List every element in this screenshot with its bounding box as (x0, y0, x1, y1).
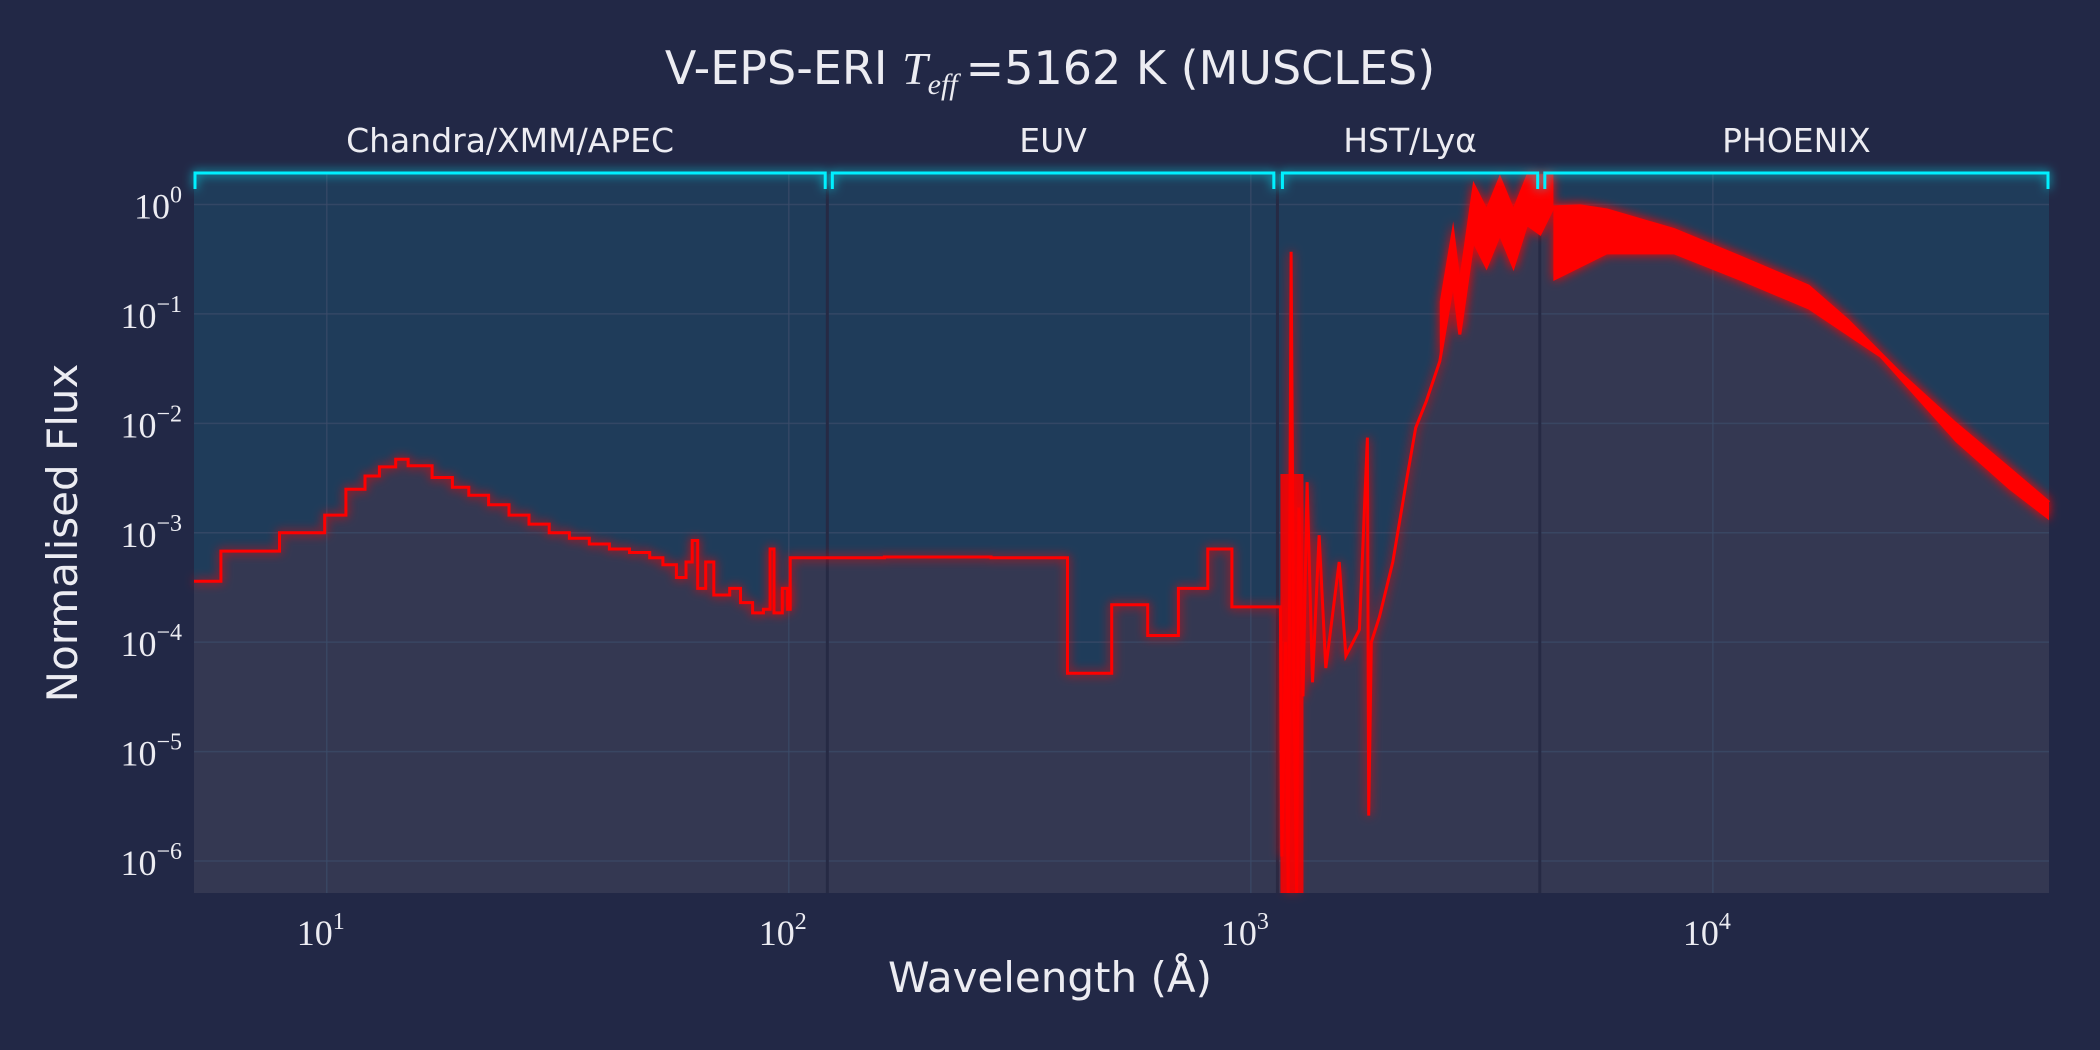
x-tick-label: 103 (1221, 909, 1269, 953)
band-bracket (830, 171, 1276, 189)
band-bracket (1280, 171, 1540, 189)
x-tick-label: 101 (297, 909, 345, 953)
y-tick-label: 10−5 (120, 730, 182, 774)
x-axis-ticks: 101 102 103 104 (297, 909, 1731, 953)
y-tick-label: 100 (134, 183, 182, 227)
band-label: HST/Lyα (1343, 121, 1477, 160)
y-tick-label: 10−1 (120, 292, 182, 336)
plot-area (194, 174, 2050, 894)
band-label: Chandra/XMM/APEC (346, 121, 674, 160)
band-label: PHOENIX (1722, 121, 1871, 160)
x-tick-label: 104 (1683, 909, 1731, 953)
y-axis-ticks: 100 10−1 10−2 10−3 10−4 10−5 10−6 (120, 183, 182, 884)
band-brackets: Chandra/XMM/APEC EUV HST/Lyα PHOENIX (193, 121, 2050, 189)
y-tick-label: 10−6 (120, 839, 182, 883)
y-tick-label: 10−2 (120, 401, 182, 445)
band-bracket (193, 171, 827, 189)
hst-spectrum-noise (1280, 474, 1304, 893)
band-bracket (1543, 171, 2050, 189)
y-tick-label: 10−3 (120, 511, 182, 555)
spectrum-line (194, 204, 2050, 894)
chart-title: V-EPS-ERI Teff =5162 K (MUSCLES) (665, 41, 1435, 101)
y-tick-label: 10−4 (120, 620, 182, 664)
hst-spectrum-band (1439, 174, 1554, 362)
x-axis-label: Wavelength (Å) (888, 952, 1212, 1002)
band-label: EUV (1019, 121, 1087, 160)
phoenix-spectrum-band (1553, 205, 2049, 521)
y-axis-label: Normalised Flux (38, 364, 87, 703)
x-tick-label: 102 (759, 909, 807, 953)
